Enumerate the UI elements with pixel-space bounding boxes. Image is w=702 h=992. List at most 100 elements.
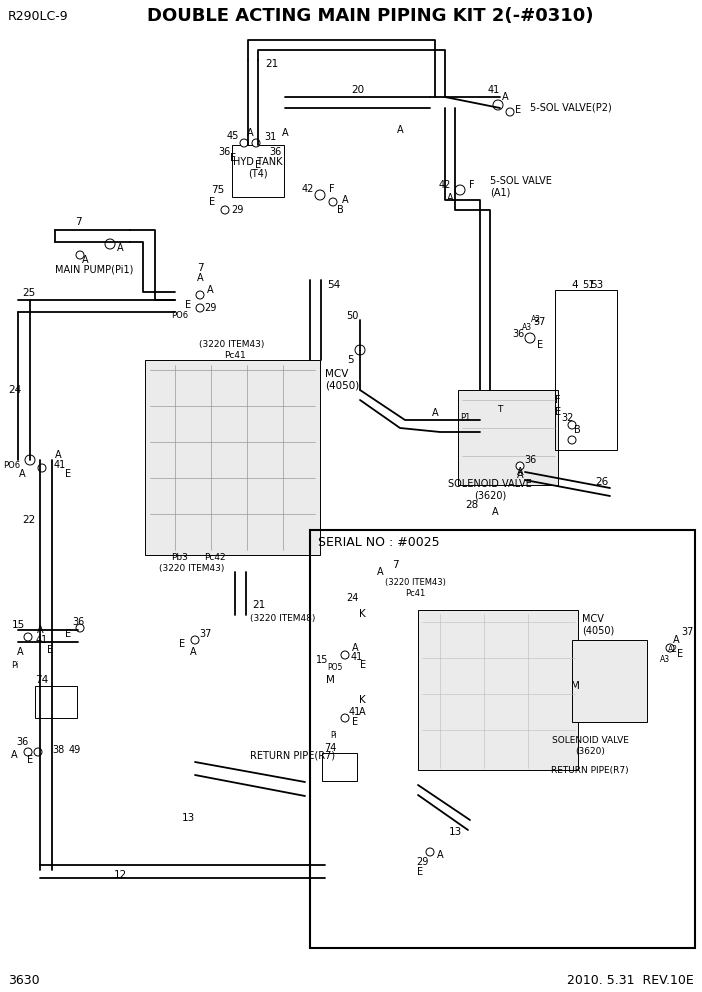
Bar [322,753,357,781]
Text: 24: 24 [346,593,358,603]
Text: A: A [55,450,61,460]
Circle shape [25,455,35,465]
Text: E: E [27,755,33,765]
Text: A: A [81,255,88,265]
Circle shape [329,198,337,206]
Text: E: E [555,407,561,417]
Text: A: A [502,92,508,102]
Text: 20: 20 [352,85,364,95]
Text: (3220 ITEM43): (3220 ITEM43) [159,563,225,572]
Text: (3220 ITEM43): (3220 ITEM43) [385,577,446,586]
Text: 29: 29 [416,857,428,867]
Circle shape [355,345,365,355]
Text: 53: 53 [590,280,603,290]
Text: SERIAL NO : #0025: SERIAL NO : #0025 [318,536,439,549]
Circle shape [252,139,260,147]
Text: Pc41: Pc41 [405,589,425,598]
Text: MCV
(4050): MCV (4050) [582,614,614,636]
Text: 36: 36 [218,147,230,157]
Text: A: A [19,469,25,479]
Bar [418,610,578,770]
Text: Pi: Pi [11,661,19,670]
Circle shape [666,644,674,652]
Text: F: F [469,180,475,190]
Text: E: E [230,153,236,163]
Text: F: F [555,395,561,405]
Text: K: K [359,695,365,705]
Circle shape [196,304,204,312]
Text: A: A [206,285,213,295]
Text: Pi: Pi [331,730,338,739]
Circle shape [191,636,199,644]
Text: 26: 26 [595,477,608,487]
Circle shape [455,185,465,195]
Text: A: A [397,125,404,135]
Text: E: E [65,469,71,479]
Text: A: A [17,647,23,657]
Text: 5-SOL VALVE(P2): 5-SOL VALVE(P2) [530,103,611,113]
Text: A: A [517,470,523,480]
Text: 15: 15 [316,655,329,665]
Text: 36: 36 [269,147,281,157]
Text: E: E [417,867,423,877]
Text: 36: 36 [16,737,28,747]
Circle shape [34,748,42,756]
Text: 38: 38 [52,745,64,755]
Text: PO5: PO5 [327,664,343,673]
Text: 28: 28 [465,500,479,510]
Bar [572,640,647,722]
Text: M: M [571,681,579,691]
Text: (3220 ITEM48): (3220 ITEM48) [250,613,315,623]
Text: Pb3: Pb3 [171,554,188,562]
Text: A: A [37,625,44,635]
Text: E: E [352,717,358,727]
Text: 5-SOL VALVE
(A1): 5-SOL VALVE (A1) [490,177,552,197]
Text: A: A [359,707,365,717]
Text: RETURN PIPE(R7): RETURN PIPE(R7) [551,766,629,775]
Text: 21: 21 [265,59,278,69]
Text: 13: 13 [449,827,462,837]
Text: A3: A3 [522,323,532,332]
Text: A: A [352,643,358,653]
Text: SOLENOID VALVE
(3620): SOLENOID VALVE (3620) [448,479,532,501]
Bar [310,530,695,948]
Text: P1: P1 [460,414,470,423]
Text: 5: 5 [347,355,353,365]
Text: B: B [574,425,581,435]
Text: A: A [446,193,453,203]
Circle shape [105,239,115,249]
Circle shape [24,633,32,641]
Text: A: A [432,408,438,418]
Text: A: A [11,750,18,760]
Text: 15: 15 [12,620,25,630]
Text: T: T [497,406,503,415]
Text: 25: 25 [22,288,35,298]
Text: 29: 29 [204,303,216,313]
Text: 13: 13 [181,813,194,823]
Circle shape [221,206,229,214]
Text: 7: 7 [74,217,81,227]
Text: RETURN PIPE(R7): RETURN PIPE(R7) [250,750,335,760]
Circle shape [493,100,503,110]
Text: 37: 37 [199,629,211,639]
Text: DOUBLE ACTING MAIN PIPING KIT 2(-#0310): DOUBLE ACTING MAIN PIPING KIT 2(-#0310) [147,7,593,25]
Circle shape [76,251,84,259]
Text: 74: 74 [324,743,336,753]
Text: 49: 49 [69,745,81,755]
Text: A: A [437,850,443,860]
Text: 32: 32 [562,413,574,423]
Text: 51: 51 [582,280,594,290]
Text: E: E [179,639,185,649]
Text: A: A [117,243,124,253]
Text: 42: 42 [302,184,314,194]
Text: 22: 22 [22,515,35,525]
Circle shape [516,462,524,470]
Circle shape [240,139,248,147]
Bar [458,390,558,485]
Text: E: E [209,197,215,207]
Circle shape [525,333,535,343]
Text: 41: 41 [488,85,500,95]
Text: 29: 29 [231,205,243,215]
Circle shape [341,714,349,722]
Text: 12: 12 [114,870,126,880]
